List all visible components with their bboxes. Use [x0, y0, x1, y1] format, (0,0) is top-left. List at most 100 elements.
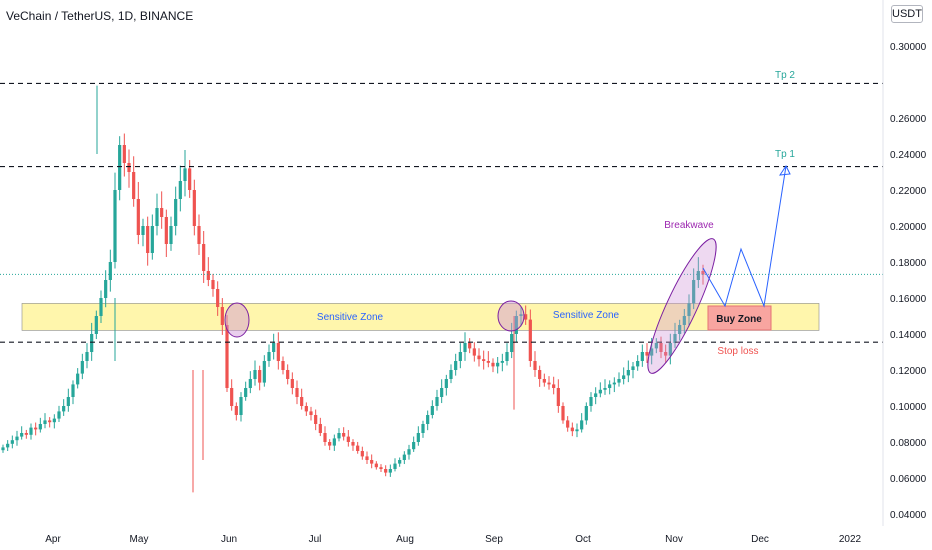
candle-body: [449, 370, 453, 379]
candle-body: [127, 163, 131, 172]
candle-body: [276, 343, 280, 361]
candle-body: [379, 467, 383, 469]
candle-body: [244, 388, 248, 397]
candle-body: [608, 384, 612, 388]
candle-body: [202, 244, 206, 271]
candle-body: [552, 384, 556, 388]
candle-body: [482, 359, 486, 361]
x-tick-label: 2022: [839, 534, 862, 545]
candle-body: [239, 397, 243, 415]
candle-body: [346, 436, 350, 442]
y-tick-label: 0.16000: [890, 294, 927, 305]
candle-body: [360, 451, 364, 457]
candle-body: [612, 382, 616, 385]
candle-body: [267, 352, 271, 361]
candle-body: [384, 469, 388, 473]
candles-layer: [1, 85, 705, 493]
candle-body: [29, 427, 33, 435]
candle-body: [160, 208, 164, 217]
candle-body: [206, 271, 210, 280]
y-tick-label: 0.30000: [890, 42, 927, 53]
candle-body: [477, 355, 481, 360]
sensitive-zone-label-left: Sensitive Zone: [317, 312, 384, 323]
candle-body: [444, 379, 448, 388]
y-tick-label: 0.10000: [890, 402, 927, 413]
candle-body: [351, 442, 355, 446]
candle-body: [85, 352, 89, 361]
chart-title: VeChain / TetherUS, 1D, BINANCE: [6, 9, 194, 23]
candle-body: [34, 427, 38, 430]
candle-body: [603, 388, 607, 390]
candle-body: [575, 429, 579, 432]
projection-path: [702, 165, 787, 308]
candle-body: [272, 343, 276, 352]
candle-body: [57, 411, 61, 419]
candle-body: [216, 289, 220, 307]
stop-loss-label: Stop loss: [717, 346, 758, 357]
candle-body: [281, 361, 285, 370]
annotations-layer: Tp 2 Tp 1 Sensitive Zone Sensitive Zone Brea…: [224, 70, 795, 374]
candle-body: [118, 145, 122, 190]
sensitive-zone-layer: [21, 303, 820, 331]
candle-body: [90, 334, 94, 352]
candle-body: [398, 460, 402, 464]
candle-body: [388, 469, 392, 473]
candle-body: [323, 433, 327, 442]
candle-body: [664, 352, 668, 356]
candle-body: [342, 433, 346, 437]
candle-body: [514, 316, 518, 334]
candle-body: [314, 415, 318, 424]
candle-body: [1, 447, 5, 451]
candle-body: [104, 280, 108, 298]
candle-body: [62, 406, 66, 412]
candle-body: [295, 388, 299, 397]
candle-body: [510, 334, 514, 352]
candle-body: [52, 418, 56, 423]
candle-body: [472, 348, 476, 356]
candle-body: [365, 456, 369, 460]
x-tick-label: Nov: [665, 534, 683, 545]
candle-body: [370, 460, 374, 464]
candle-body: [626, 370, 630, 376]
x-tick-label: Apr: [45, 534, 61, 545]
candle-body: [146, 226, 150, 253]
time-axis: Apr May Jun Jul Aug Sep Oct Nov Dec 2022: [45, 534, 861, 545]
breakwave-ellipse: [647, 238, 717, 374]
candle-body: [225, 325, 229, 388]
y-tick-label: 0.12000: [890, 366, 927, 377]
candle-body: [659, 343, 663, 352]
candle-body: [412, 442, 416, 450]
candle-body: [332, 438, 336, 446]
x-tick-label: Sep: [485, 534, 503, 545]
candle-body: [454, 361, 458, 370]
candle-body: [211, 280, 215, 289]
x-tick-label: May: [130, 534, 149, 545]
x-tick-label: Jun: [221, 534, 237, 545]
projection-arrowhead: [778, 165, 791, 176]
candle-body: [337, 433, 341, 439]
candle-body: [407, 449, 411, 455]
candle-body: [668, 343, 672, 356]
candle-body: [76, 373, 80, 385]
price-axis-bg: [883, 0, 932, 550]
candle-body: [132, 172, 136, 199]
candle-body: [468, 343, 472, 349]
candle-body: [631, 366, 635, 370]
candle-body: [542, 379, 546, 383]
candle-body: [570, 427, 574, 432]
candle-body: [136, 199, 140, 235]
candle-body: [24, 433, 28, 435]
candle-body: [164, 217, 168, 244]
candle-body: [426, 415, 430, 424]
candle-body: [258, 370, 262, 383]
candle-body: [696, 271, 700, 280]
candle-body: [566, 420, 570, 428]
candle-body: [48, 420, 52, 423]
candle-body: [169, 226, 173, 244]
y-tick-label: 0.14000: [890, 330, 927, 341]
candle-body: [524, 314, 528, 320]
candle-body: [183, 168, 187, 181]
currency-button[interactable]: USDT: [891, 5, 923, 23]
x-tick-label: Jul: [309, 534, 322, 545]
